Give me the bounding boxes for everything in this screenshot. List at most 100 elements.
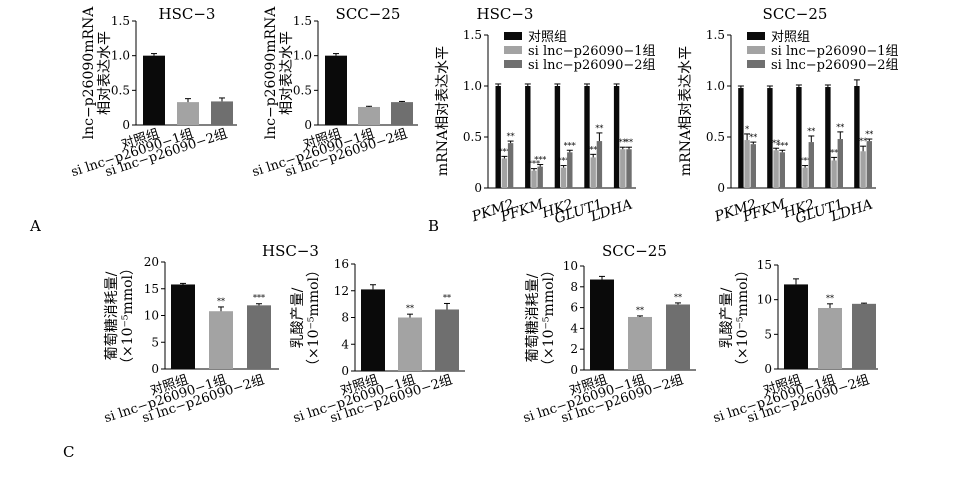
bar-B1-2-2 [567, 152, 573, 188]
ylabel-A2: lnc−p26090mRNA相对表达水平 [263, 6, 295, 140]
bar-C1-2 [247, 305, 271, 369]
y-tick-label-B1-2: 1.0 [463, 79, 482, 93]
y-tick-label-B2-1: 0.5 [706, 130, 725, 144]
legend-label-B1-1: si lnc−p26090−1组 [528, 44, 656, 59]
y-tick-label-C1-4: 20 [144, 255, 159, 269]
y-tick-label-A1-2: 1.0 [111, 49, 130, 63]
bar-C4-2 [852, 303, 876, 369]
title-B2: SCC−25 [763, 5, 828, 23]
legend-label-B1-2: si lnc−p26090−2组 [528, 58, 656, 73]
panel-label-a: A [29, 217, 41, 235]
ylabel-line-A1-1: 相对表达水平 [97, 31, 113, 115]
ylabel-line-B2-0: mRNA相对表达水平 [678, 46, 694, 176]
sig-B1-2-1: *** [558, 157, 570, 166]
bar-B1-3-0 [584, 86, 590, 188]
sig-B1-3-2: ** [595, 124, 603, 133]
ylabel-line-C2-0: 乳酸产量/ [290, 287, 306, 348]
y-tick-label-C1-1: 5 [151, 335, 159, 349]
sig-B2-4-2: ** [865, 130, 873, 139]
legend-label-B2-1: si lnc−p26090−1组 [771, 44, 899, 59]
bar-C4-0 [784, 284, 808, 369]
y-tick-label-A2-0: 0 [304, 118, 312, 132]
y-tick-label-C3-4: 8 [570, 280, 578, 294]
legend-swatch-B1-1 [504, 46, 522, 54]
bar-B2-4-2 [866, 141, 872, 188]
ylabel-B2: mRNA相对表达水平 [678, 46, 694, 176]
bar-B2-1-0 [767, 88, 773, 188]
y-tick-label-B2-3: 1.5 [706, 28, 725, 42]
ylabel-line-C2-1: （×10⁻⁵mmol） [306, 263, 322, 373]
y-tick-label-A2-3: 1.5 [293, 14, 312, 28]
sig-B1-1-2: *** [534, 156, 546, 165]
sig-C4-1: ** [826, 294, 834, 303]
legend-label-B2-0: 对照组 [771, 30, 810, 45]
bar-B1-4-0 [613, 86, 620, 188]
bar-B1-3-1 [590, 157, 596, 188]
ylabel-C4: 乳酸产量/（×10⁻⁵mmol） [719, 263, 751, 373]
chart-A2: 00.51.01.5 SCC−25lnc−p26090mRNA相对表达水平对照组s… [250, 5, 418, 180]
bar-C2-1 [398, 317, 422, 371]
ylabel-line-C1-1: （×10⁻⁵mmol） [120, 261, 136, 371]
bar-A2-2 [391, 102, 413, 125]
bar-B2-2-0 [796, 87, 802, 188]
bar-B2-2-2 [808, 142, 814, 188]
sig-B2-1-1: ** [772, 139, 780, 148]
bar-B1-0-1 [501, 158, 508, 188]
bar-C1-0 [171, 284, 195, 369]
legend-swatch-B2-1 [747, 46, 765, 54]
ylabel-line-A2-1: 相对表达水平 [279, 31, 295, 115]
y-tick-label-A1-1: 0.5 [111, 83, 130, 97]
sig-B1-0-2: ** [507, 132, 515, 141]
ylabel-line-A1-0: lnc−p26090mRNA [81, 6, 97, 140]
section-title-c-left: HSC−3 [262, 242, 319, 260]
y-tick-label-B2-2: 1.0 [706, 79, 725, 93]
ylabel-C3: 葡萄糖消耗量/（×10⁻⁵mmol） [525, 263, 557, 373]
title-B1: HSC−3 [477, 5, 534, 23]
sig-B2-1-2: *** [776, 141, 788, 150]
bar-B1-4-2 [626, 149, 632, 188]
bar-B1-2-0 [554, 86, 561, 188]
y-tick-label-C2-2: 8 [341, 311, 349, 325]
bar-B2-3-1 [831, 160, 837, 188]
y-tick-label-A2-2: 1.0 [293, 49, 312, 63]
legend-swatch-B1-0 [504, 32, 522, 40]
sig-B1-4-2: ** [625, 138, 633, 147]
y-tick-label-C2-1: 4 [341, 337, 349, 351]
sig-B2-3-1: ** [830, 148, 838, 157]
y-tick-label-C1-2: 10 [144, 309, 159, 323]
y-tick-label-A2-1: 0.5 [293, 83, 312, 97]
title-A2: SCC−25 [336, 5, 401, 23]
bar-B1-0-0 [495, 86, 501, 188]
y-tick-label-C4-0: 0 [764, 362, 772, 376]
y-tick-label-C3-5: 10 [563, 259, 578, 273]
ylabel-line-C3-1: （×10⁻⁵mmol） [541, 263, 557, 373]
bar-C3-1 [628, 316, 652, 370]
y-tick-label-C4-1: 5 [764, 327, 772, 341]
bar-C3-2 [666, 304, 690, 370]
ylabel-line-C4-1: （×10⁻⁵mmol） [735, 263, 751, 373]
legend-swatch-B1-2 [504, 60, 522, 68]
sig-B2-0-1: * [745, 125, 749, 134]
ylabel-A1: lnc−p26090mRNA相对表达水平 [81, 6, 113, 140]
ylabel-line-A2-0: lnc−p26090mRNA [263, 6, 279, 140]
sig-B2-4-1: ** [859, 137, 867, 146]
y-tick-label-A1-0: 0 [122, 118, 130, 132]
bar-B2-0-0 [738, 88, 744, 188]
sig-B2-3-2: ** [836, 123, 844, 132]
sig-C1-1: ** [217, 297, 225, 306]
y-tick-label-B1-1: 0.5 [463, 130, 482, 144]
y-tick-label-C1-0: 0 [151, 362, 159, 376]
bar-C1-1 [209, 311, 233, 369]
ylabel-line-B1-0: mRNA相对表达水平 [435, 46, 451, 176]
bar-B1-1-1 [531, 170, 537, 188]
bar-A2-1 [358, 106, 380, 125]
sig-B1-2-2: *** [564, 141, 576, 150]
y-tick-label-C4-2: 10 [757, 293, 772, 307]
y-tick-label-C3-1: 2 [570, 342, 578, 356]
